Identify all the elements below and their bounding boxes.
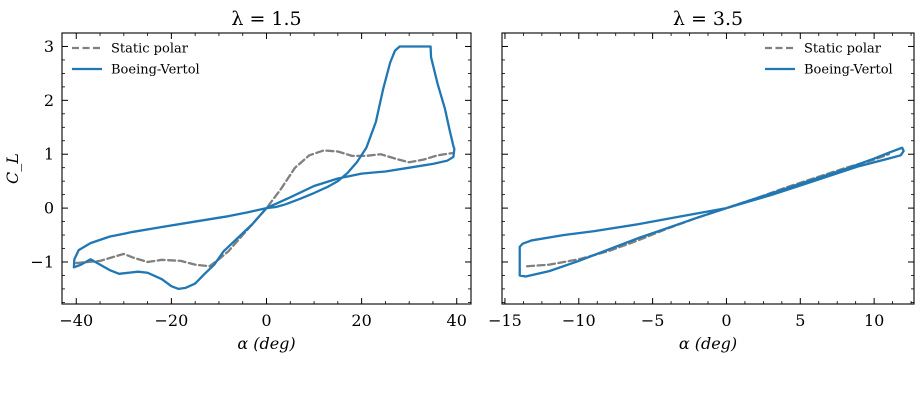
panel2-xtick-label: 0: [721, 311, 731, 330]
panel1-ytick-label: −1: [30, 252, 54, 271]
panel2-xtick-label: 10: [864, 311, 884, 330]
panel1-legend-bv-label: Boeing-Vertol: [111, 63, 200, 78]
panel1-ytick-label: 0: [44, 199, 54, 218]
panel-lambda-3-5: λ = 3.5 −15 −10 −5 0 5 10 α (deg) Static pola…: [488, 8, 915, 353]
panel1-xtick-label: −40: [59, 311, 93, 330]
panel2-xtick-label: −5: [641, 311, 665, 330]
panel1-ytick-label: 2: [44, 91, 54, 110]
panel1-plot-area: [72, 45, 456, 291]
panel2-plot-area: [518, 146, 905, 278]
panel2-legend-bv-label: Boeing-Vertol: [804, 63, 893, 78]
panel2-legend: Static polar Boeing-Vertol: [765, 42, 893, 78]
panel2-series-boeing-vertol: [518, 146, 905, 278]
panel1-xtick-label: 20: [351, 311, 371, 330]
panel1-xlabel-text: α (deg): [237, 334, 295, 353]
panel1-legend: Static polar Boeing-Vertol: [72, 42, 200, 78]
panel1-ytick-label: 3: [44, 37, 54, 56]
panel2-legend-static-label: Static polar: [804, 42, 882, 57]
panel2-xtick-label: −10: [562, 311, 596, 330]
panel1-ylabel-text: C_L: [3, 153, 22, 184]
panel1-ytick-label: 1: [44, 145, 54, 164]
panel2-xlabel: α (deg): [679, 334, 737, 353]
panel2-series-static-polar: [525, 153, 891, 268]
panel1-series-static-polar: [75, 149, 454, 268]
panel1-xtick-label: 40: [447, 311, 467, 330]
panel1-ticks: −40 −20 0 20 40 −1 0 1 2 3: [30, 32, 471, 330]
panel1-ylabel: C_L: [3, 153, 22, 184]
panel2-xtick-label: −15: [488, 311, 522, 330]
panel1-xtick-label: 0: [261, 311, 271, 330]
panel2-title: λ = 3.5: [673, 8, 743, 30]
panel1-series-boeing-vertol: [72, 45, 456, 291]
panel2-xtick-label: 5: [795, 311, 805, 330]
panel-lambda-1-5: λ = 1.5 −40 −20 0 20 40 −1 0 1 2 3 α (deg) C_L St…: [3, 8, 472, 353]
panel1-title: λ = 1.5: [231, 8, 301, 30]
panel2-xlabel-text: α (deg): [679, 334, 737, 353]
panel1-xtick-label: −20: [155, 311, 189, 330]
panel1-xlabel: α (deg): [237, 334, 295, 353]
panel1-legend-static-label: Static polar: [111, 42, 189, 57]
panel2-ticks: −15 −10 −5 0 5 10: [488, 32, 914, 330]
